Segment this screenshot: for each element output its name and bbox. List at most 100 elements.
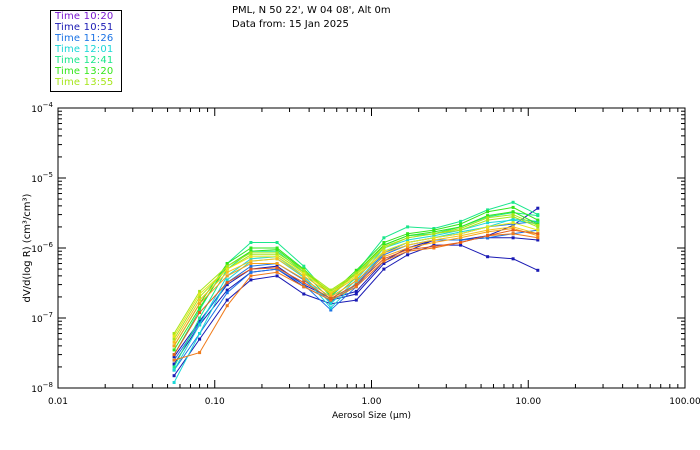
data-point	[536, 238, 540, 242]
data-point	[275, 270, 279, 274]
data-point	[406, 243, 410, 247]
data-point	[198, 311, 202, 314]
data-point	[511, 200, 515, 204]
data-point	[486, 225, 490, 229]
data-point	[354, 281, 358, 285]
data-point	[198, 321, 202, 325]
data-point	[172, 355, 176, 359]
data-point	[432, 232, 436, 236]
data-point	[302, 283, 306, 287]
x-tick-label: 0.01	[48, 397, 68, 407]
data-point	[486, 208, 490, 212]
data-point	[354, 298, 358, 302]
x-tick-label: 1.00	[361, 397, 381, 407]
data-point	[302, 281, 306, 285]
data-point	[275, 248, 279, 252]
data-point	[459, 232, 463, 236]
legend-item: Time 13:20	[55, 66, 114, 77]
data-point	[354, 271, 358, 275]
data-point	[249, 251, 253, 255]
data-point	[486, 255, 490, 259]
data-point	[406, 253, 410, 257]
data-point	[511, 228, 515, 232]
data-point	[354, 283, 358, 287]
data-point	[198, 298, 202, 302]
legend: Time 10:20 Time 10:51 Time 11:26 Time 12…	[50, 10, 122, 92]
data-point	[172, 340, 176, 344]
data-point	[249, 249, 253, 253]
data-point	[225, 288, 229, 292]
data-point	[249, 262, 253, 265]
data-point	[486, 210, 490, 214]
data-point	[198, 319, 202, 323]
data-point	[432, 238, 436, 242]
data-point	[302, 272, 306, 276]
data-point	[459, 234, 463, 238]
data-point	[406, 232, 410, 236]
data-point	[406, 225, 410, 229]
data-point	[198, 323, 202, 327]
data-point	[302, 277, 306, 281]
data-point	[172, 368, 176, 372]
data-point	[382, 259, 386, 263]
data-point	[172, 332, 176, 335]
data-point	[225, 274, 229, 278]
data-point	[536, 223, 540, 227]
data-point	[225, 262, 229, 265]
legend-item: Time 12:01	[55, 44, 114, 55]
data-point	[249, 253, 253, 257]
data-point	[536, 206, 540, 210]
data-point	[225, 281, 229, 285]
data-point	[354, 279, 358, 283]
data-point	[249, 257, 253, 261]
y-axis-label: dV/d(log R) (cm³/cm³)	[22, 193, 33, 302]
data-point	[225, 278, 229, 282]
data-point	[198, 351, 202, 355]
data-point	[432, 227, 436, 230]
data-point	[382, 253, 386, 257]
data-point	[354, 275, 358, 279]
data-point	[382, 255, 386, 259]
data-point	[198, 316, 202, 320]
data-point	[329, 298, 333, 302]
data-point	[354, 289, 358, 293]
data-point	[511, 227, 515, 230]
data-point	[511, 218, 515, 222]
data-point	[486, 228, 490, 232]
data-point	[172, 353, 176, 357]
data-point	[406, 238, 410, 242]
data-point	[172, 344, 176, 348]
data-point	[302, 264, 306, 268]
data-point	[249, 264, 253, 268]
data-point	[249, 255, 253, 259]
legend-item: Time 13:55	[55, 77, 114, 88]
data-point	[225, 267, 229, 271]
data-point	[382, 241, 386, 244]
data-point	[486, 221, 490, 225]
data-point	[172, 365, 176, 369]
data-point	[225, 304, 229, 308]
data-point	[459, 228, 463, 232]
data-point	[459, 219, 463, 223]
y-tick-label: 10−7	[31, 311, 53, 325]
data-point	[249, 241, 253, 244]
data-point	[406, 236, 410, 240]
data-point	[382, 251, 386, 255]
data-point	[329, 292, 333, 296]
data-point	[172, 374, 176, 378]
data-point	[536, 236, 540, 240]
data-point	[486, 234, 490, 238]
data-point	[511, 210, 515, 214]
data-point	[536, 218, 540, 222]
data-point	[459, 230, 463, 234]
data-point	[406, 246, 410, 250]
x-tick-label: 0.10	[205, 397, 225, 407]
data-point	[249, 278, 253, 282]
data-point	[249, 267, 253, 271]
data-point	[511, 232, 515, 236]
data-point	[459, 236, 463, 240]
data-point	[302, 274, 306, 278]
data-point	[249, 259, 253, 263]
data-point	[382, 249, 386, 253]
